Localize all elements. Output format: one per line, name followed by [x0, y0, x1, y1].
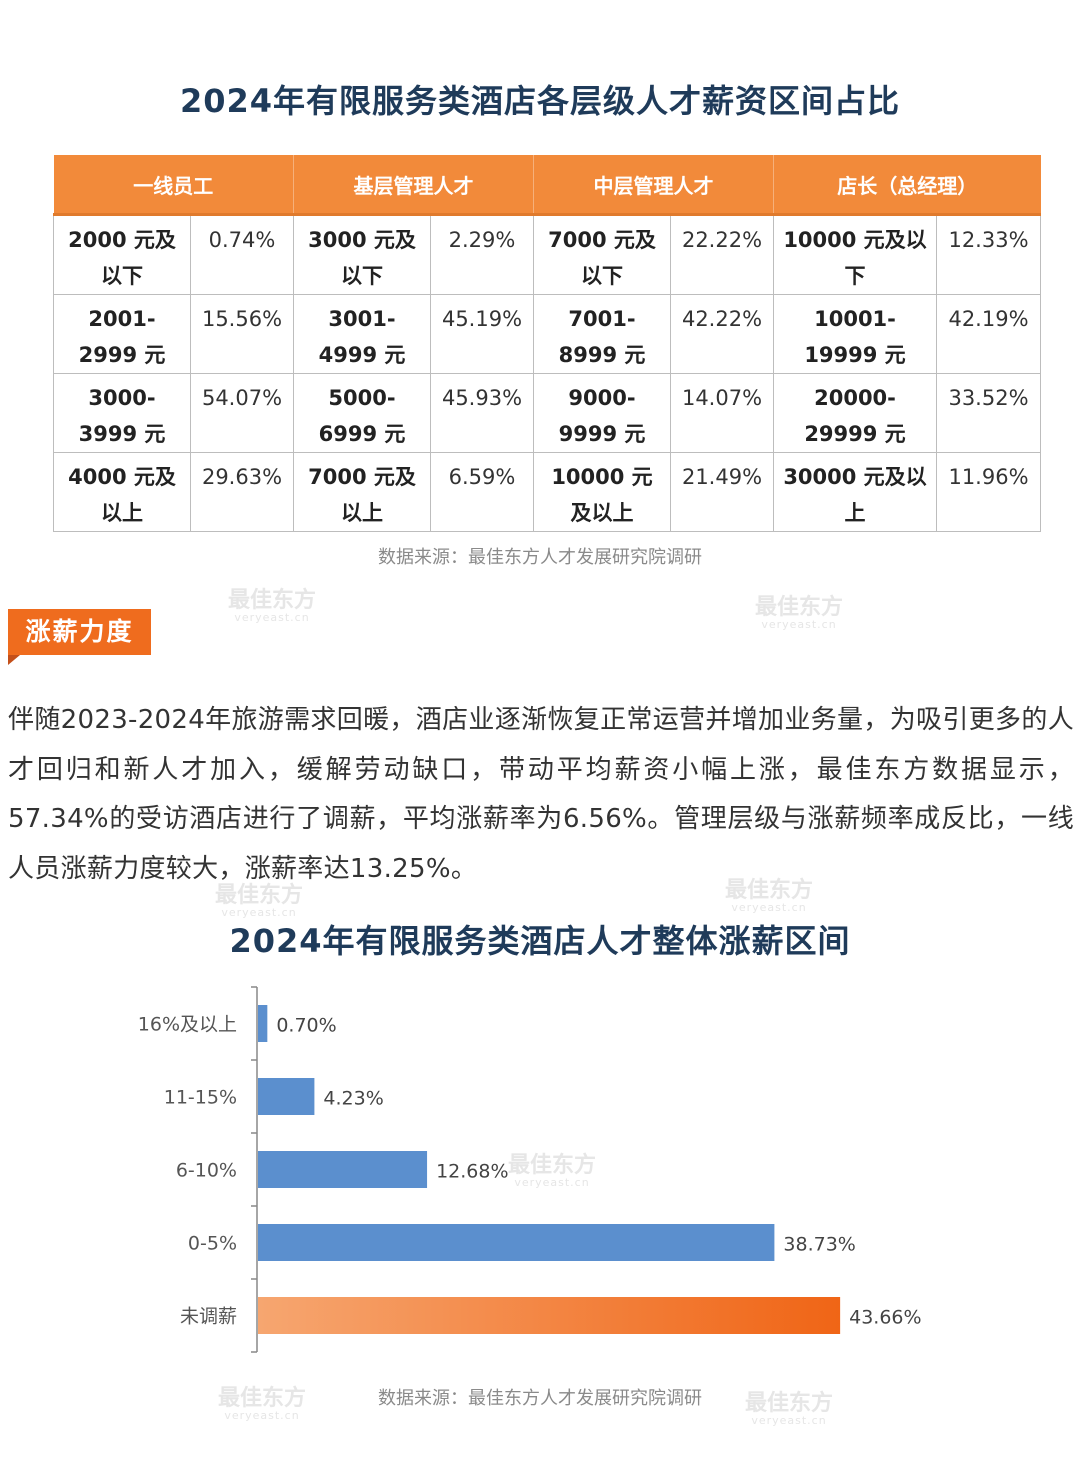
salary-range-cell: 7000 元及以下 [533, 214, 671, 295]
salary-range-cell: 4000 元及以上 [53, 452, 191, 532]
table-row: 3000-3999 元 54.07% 5000-6999 元 45.93% 90… [53, 373, 1041, 453]
percentage-cell: 54.07% [190, 373, 294, 453]
table-title: 2024年有限服务类酒店各层级人才薪资区间占比 [179, 82, 901, 120]
value-label: 4.23% [323, 1088, 383, 1110]
percentage-cell: 11.96% [936, 452, 1041, 532]
percentage-cell: 12.33% [936, 214, 1041, 295]
salary-range-cell: 9000-9999 元 [533, 373, 671, 453]
salary-range-cell: 20000-29999 元 [773, 373, 937, 453]
watermark-logo: 最佳东方 veryeast.cn [755, 595, 844, 631]
percentage-cell: 6.59% [430, 452, 534, 532]
watermark-logo: 最佳东方 veryeast.cn [508, 1153, 597, 1189]
header-junior-management: 基层管理人才 [293, 155, 534, 216]
bar [258, 1151, 428, 1188]
percentage-cell: 45.93% [430, 373, 534, 453]
salary-range-cell: 7001-8999 元 [533, 294, 671, 374]
salary-range-cell: 3001-4999 元 [293, 294, 431, 374]
chart-title: 2024年有限服务类酒店人才整体涨薪区间 [229, 922, 851, 960]
percentage-cell: 42.19% [936, 294, 1041, 374]
salary-range-cell: 10000 元及以上 [533, 452, 671, 532]
bar [258, 1297, 841, 1334]
value-label: 38.73% [783, 1234, 855, 1256]
percentage-cell: 0.74% [190, 214, 294, 295]
watermark-logo: 最佳东方 veryeast.cn [218, 1386, 307, 1422]
raise-range-bar-chart: 16%及以上 0.70% 11-15% 4.23% 6-10% 12.68% 0-5% 38.… [138, 986, 922, 1353]
percentage-cell: 21.49% [670, 452, 774, 532]
salary-range-cell: 30000 元及以上 [773, 452, 937, 532]
watermark-logo: 最佳东方 veryeast.cn [215, 883, 304, 919]
table-row: 2000 元及以下 0.74% 3000 元及以下 2.29% 7000 元及以… [53, 214, 1041, 295]
category-label: 6-10% [176, 1160, 237, 1182]
value-label: 0.70% [276, 1015, 336, 1037]
table-header-row: 一线员工 基层管理人才 中层管理人才 店长（总经理） [53, 155, 1041, 216]
data-source-note: 数据来源：最佳东方人才发展研究院调研 [378, 1388, 702, 1409]
data-source-note: 数据来源：最佳东方人才发展研究院调研 [378, 547, 702, 568]
table-row: 4000 元及以上 29.63% 7000 元及以上 6.59% 10000 元… [53, 452, 1041, 532]
percentage-cell: 29.63% [190, 452, 294, 532]
salary-range-cell: 2000 元及以下 [53, 214, 191, 295]
header-general-manager: 店长（总经理） [773, 155, 1041, 216]
percentage-cell: 42.22% [670, 294, 774, 374]
tag-fold-decoration [8, 655, 20, 665]
header-middle-management: 中层管理人才 [533, 155, 774, 216]
percentage-cell: 15.56% [190, 294, 294, 374]
bar [258, 1224, 775, 1261]
category-label: 0-5% [188, 1233, 237, 1255]
category-label: 16%及以上 [138, 1014, 237, 1036]
salary-range-cell: 10000 元及以下 [773, 214, 937, 295]
salary-range-cell: 2001-2999 元 [53, 294, 191, 374]
watermark-logo: 最佳东方 veryeast.cn [725, 878, 814, 914]
bar [258, 1078, 315, 1115]
category-label: 11-15% [164, 1087, 237, 1109]
value-label: 12.68% [436, 1161, 508, 1183]
header-frontline: 一线员工 [53, 155, 294, 216]
percentage-cell: 22.22% [670, 214, 774, 295]
table-row: 2001-2999 元 15.56% 3001-4999 元 45.19% 70… [53, 294, 1041, 374]
percentage-cell: 45.19% [430, 294, 534, 374]
salary-range-cell: 7000 元及以上 [293, 452, 431, 532]
percentage-cell: 33.52% [936, 373, 1041, 453]
salary-range-table: 一线员工 基层管理人才 中层管理人才 店长（总经理） 2000 元及以下 0.7… [53, 155, 1041, 532]
salary-range-cell: 5000-6999 元 [293, 373, 431, 453]
salary-range-cell: 10001-19999 元 [773, 294, 937, 374]
watermark-logo: 最佳东方 veryeast.cn [745, 1391, 834, 1427]
section-heading-tag: 涨薪力度 [8, 609, 151, 655]
percentage-cell: 14.07% [670, 373, 774, 453]
body-paragraph: 伴随2023-2024年旅游需求回暖，酒店业逐渐恢复正常运营并增加业务量，为吸引… [8, 705, 1074, 884]
category-label: 未调薪 [180, 1306, 237, 1328]
bar [258, 1005, 268, 1042]
salary-range-cell: 3000 元及以下 [293, 214, 431, 295]
salary-range-cell: 3000-3999 元 [53, 373, 191, 453]
percentage-cell: 2.29% [430, 214, 534, 295]
watermark-logo: 最佳东方 veryeast.cn [228, 588, 317, 624]
value-label: 43.66% [849, 1307, 921, 1329]
